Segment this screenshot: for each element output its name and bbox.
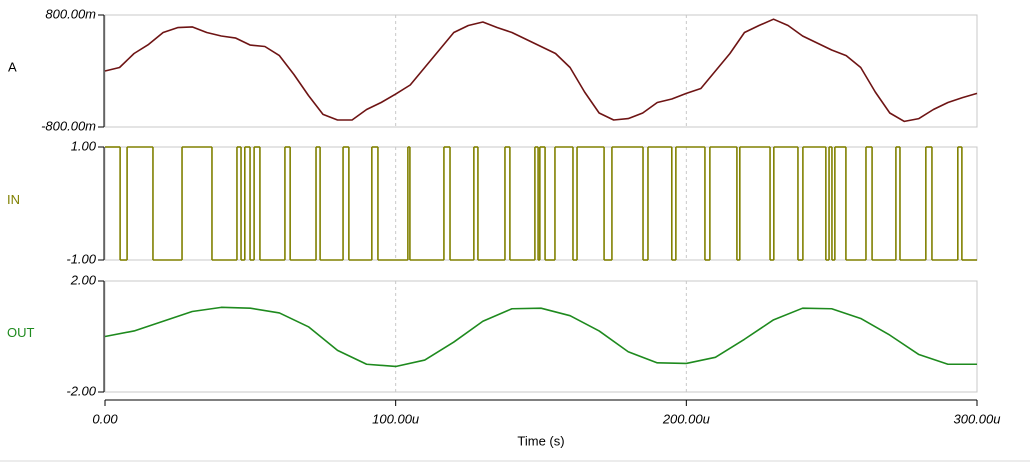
series-label: A [8, 59, 17, 74]
plot-frame [104, 280, 978, 393]
series-line [104, 306, 977, 368]
y-tick-label: -2.00 [66, 383, 96, 398]
series-label: IN [7, 192, 20, 207]
plot-frame [104, 14, 978, 128]
series-line [104, 18, 978, 123]
x-tick-label: 200.00u [662, 411, 710, 426]
x-tick-label: 0.00 [92, 411, 118, 426]
y-tick-label: -800.00m [41, 118, 96, 133]
y-tick-label: 800.00m [45, 6, 96, 21]
y-tick-label: 1.00 [71, 138, 97, 153]
x-axis-label: Time (s) [517, 433, 564, 448]
x-tick-label: 100.00u [372, 411, 419, 426]
y-tick-label: -1.00 [66, 251, 96, 266]
y-tick-label: 2.00 [70, 272, 97, 287]
series-label: OUT [7, 325, 35, 340]
x-tick-label: 300.00u [954, 411, 1001, 426]
